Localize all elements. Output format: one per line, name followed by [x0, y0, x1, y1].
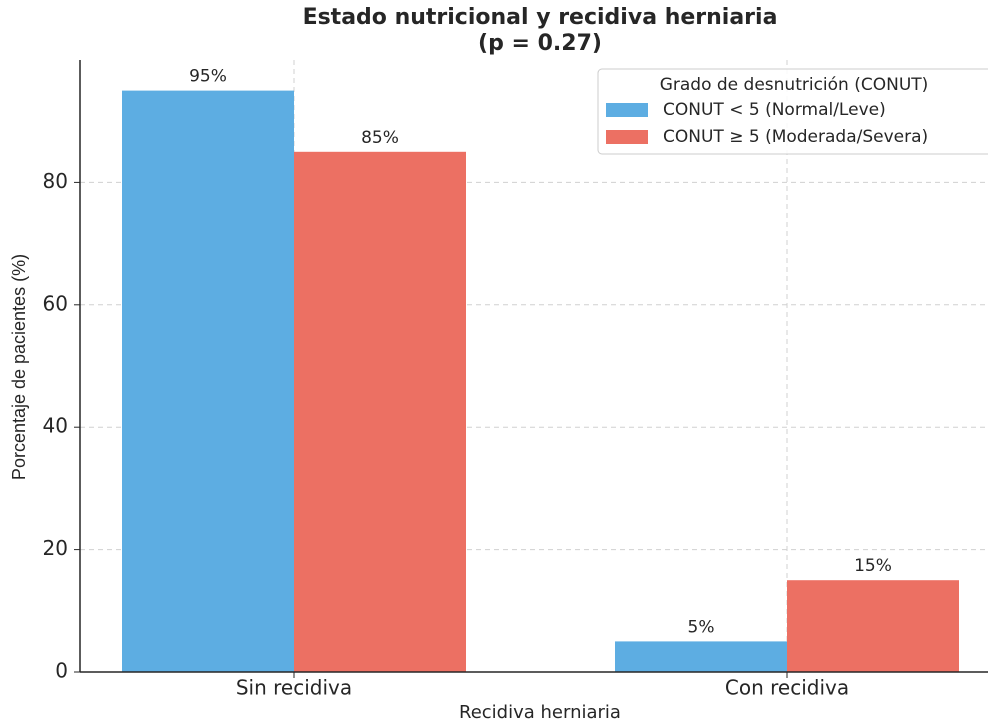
legend-label: CONUT ≥ 5 (Moderada/Severa): [663, 127, 928, 147]
y-axis-label: Porcentaje de pacientes (%): [9, 254, 29, 480]
x-tick-label: Con recidiva: [725, 676, 849, 700]
legend-swatch: [606, 130, 648, 144]
data-label: 95%: [189, 67, 227, 87]
x-tick-label: Sin recidiva: [236, 676, 352, 700]
legend-label: CONUT < 5 (Normal/Leve): [663, 100, 886, 120]
data-label: 15%: [854, 556, 892, 576]
legend-box: [597, 68, 988, 155]
x-axis-label: Recidiva herniaria: [459, 702, 621, 723]
chart-subtitle: (p = 0.27): [478, 31, 602, 56]
bar: [294, 151, 466, 673]
bar: [122, 90, 294, 673]
legend-title: Grado de desnutrición (CONUT): [660, 75, 929, 95]
chart-title: Estado nutricional y recidiva herniaria: [303, 5, 778, 30]
legend-swatch: [606, 103, 648, 117]
data-label: 5%: [688, 617, 715, 637]
bar: [615, 641, 787, 672]
data-label: 85%: [361, 128, 399, 148]
bar: [787, 580, 959, 672]
y-tick-label: 60: [43, 291, 68, 315]
y-tick-label: 20: [43, 536, 68, 560]
y-tick-label: 0: [55, 659, 68, 683]
y-tick-label: 80: [43, 169, 68, 193]
y-tick-label: 40: [43, 414, 68, 438]
